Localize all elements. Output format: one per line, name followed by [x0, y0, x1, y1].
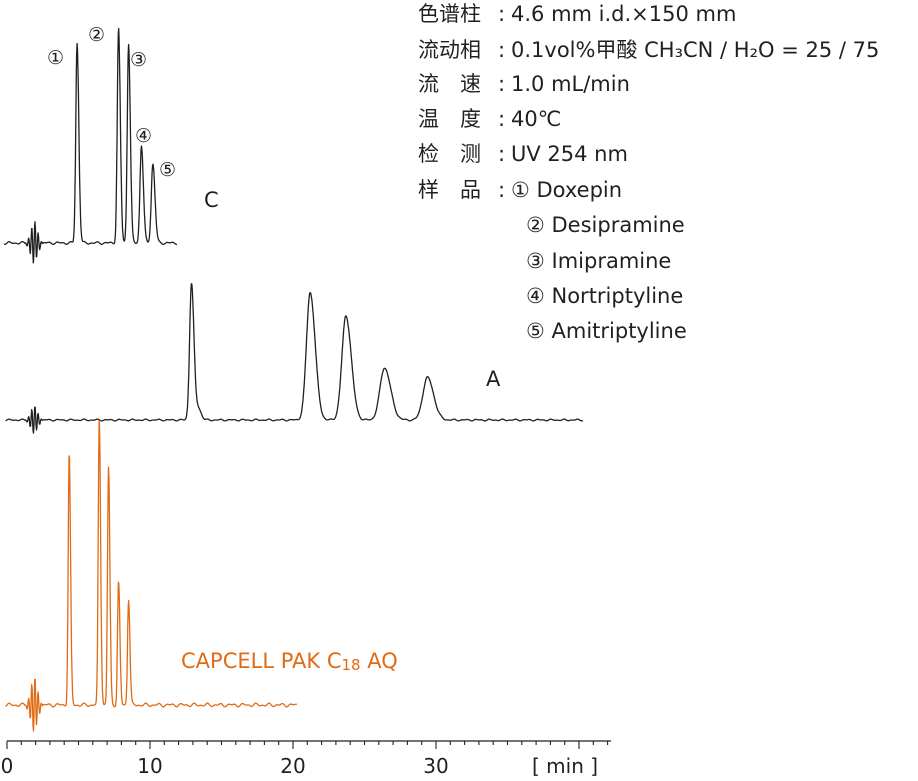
- trace-capcell-label: CAPCELL PAK C18 AQ: [181, 649, 398, 674]
- sample-item-4: ④ Nortriptyline: [526, 284, 683, 308]
- cond-value-column: 4.6 mm i.d.×150 mm: [511, 2, 736, 26]
- trace-a-line: [5, 283, 584, 434]
- cond-key-detection: 检 测: [418, 142, 481, 166]
- cond-key-temperature: 温 度: [418, 107, 481, 131]
- x-axis-unit-label: [ min ]: [532, 754, 598, 778]
- x-tick-label: 30: [423, 754, 448, 778]
- trace-capcell-line: [5, 420, 298, 732]
- conditions-block: 色谱柱 : 4.6 mm i.d.×150 mm 流动相 : 0.1vol%甲酸…: [418, 2, 879, 343]
- cond-colon: :: [498, 2, 505, 26]
- cond-colon: :: [498, 72, 505, 96]
- peak-marker-3: ③: [130, 49, 147, 71]
- cond-colon: :: [498, 178, 505, 202]
- trace-c-label: C: [204, 188, 219, 212]
- sample-item-3: ③ Imipramine: [526, 249, 671, 273]
- peak-marker-1: ①: [47, 47, 64, 69]
- cond-value-mobile-phase: 0.1vol%甲酸 CH₃CN / H₂O = 25 / 75: [511, 38, 879, 62]
- x-tick-label: 10: [137, 754, 162, 778]
- cond-colon: :: [498, 107, 505, 131]
- trace-a-label: A: [486, 367, 501, 391]
- x-axis: [6, 740, 611, 749]
- cond-key-mobile-phase: 流动相: [418, 38, 481, 62]
- peak-marker-2: ②: [88, 24, 105, 46]
- cond-value-sample-1: ① Doxepin: [511, 178, 622, 202]
- peak-marker-4: ④: [135, 125, 152, 147]
- cond-value-flow: 1.0 mL/min: [511, 72, 630, 96]
- cond-key-column: 色谱柱: [418, 2, 481, 26]
- sample-item-2: ② Desipramine: [526, 213, 685, 237]
- sample-item-5: ⑤ Amitriptyline: [526, 319, 687, 343]
- cond-value-temperature: 40℃: [511, 107, 561, 131]
- cond-value-detection: UV 254 nm: [511, 142, 628, 166]
- trace-c-line: [3, 27, 178, 264]
- cond-colon: :: [498, 142, 505, 166]
- x-tick-label: 20: [280, 754, 305, 778]
- cond-colon: :: [498, 38, 505, 62]
- cond-key-flow: 流 速: [418, 72, 481, 96]
- peak-marker-5: ⑤: [159, 159, 176, 181]
- x-tick-label: 0: [1, 754, 14, 778]
- cond-key-sample: 样 品: [418, 178, 481, 202]
